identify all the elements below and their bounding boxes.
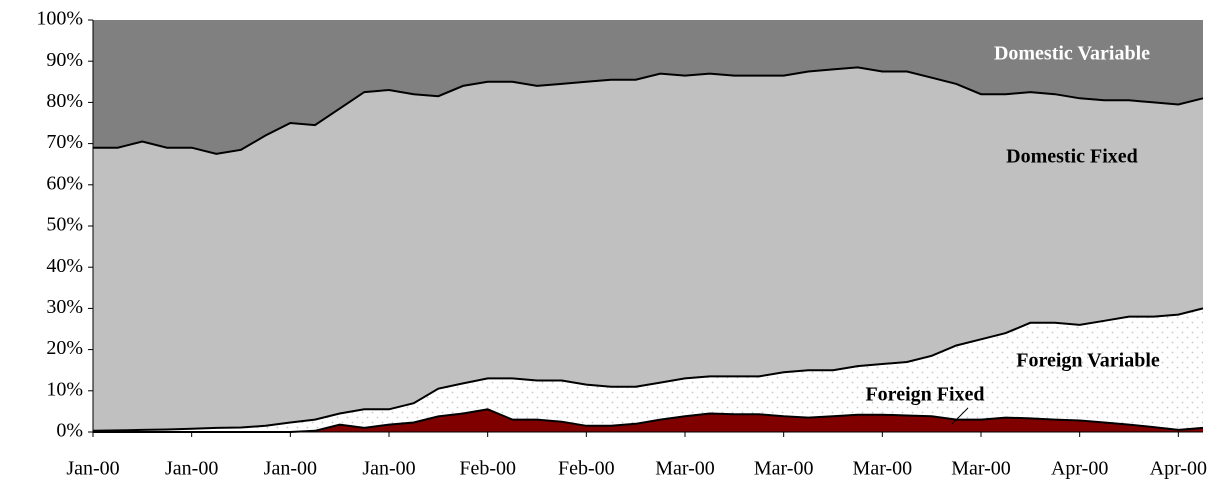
series-label: Domestic Fixed (1006, 146, 1138, 168)
y-tick-label: 90% (46, 49, 83, 71)
x-tick-label: Mar-00 (655, 458, 715, 480)
x-tick-label: Apr-00 (1150, 458, 1207, 480)
leader-line (951, 407, 969, 425)
x-tick-label: Mar-00 (951, 458, 1011, 480)
series-label: Foreign Fixed (865, 384, 984, 406)
y-tick-label: 10% (46, 378, 83, 400)
y-tick-label: 40% (46, 255, 83, 277)
y-tick-label: 30% (46, 296, 83, 318)
y-tick-label: 0% (56, 420, 83, 442)
y-tick-label: 50% (46, 214, 83, 236)
y-tick-label: 60% (46, 172, 83, 194)
x-tick-label: Mar-00 (853, 458, 913, 480)
boundary-line (92, 307, 1204, 432)
x-tick-label: Mar-00 (754, 458, 814, 480)
y-tick-label: 80% (46, 90, 83, 112)
x-tick-label: Feb-00 (558, 458, 615, 480)
area (93, 409, 1203, 432)
x-tick-label: Jan-00 (165, 458, 218, 480)
y-tick-label: 100% (36, 8, 83, 30)
x-tick-label: Feb-00 (459, 458, 516, 480)
x-tick-label: Jan-00 (362, 458, 415, 480)
x-tick-label: Jan-00 (264, 458, 317, 480)
y-tick-label: 70% (46, 131, 83, 153)
series-label: Foreign Variable (1016, 350, 1160, 372)
area (93, 308, 1203, 432)
y-tick-label: 20% (46, 337, 83, 359)
area (93, 20, 1203, 154)
x-tick-label: Jan-00 (66, 458, 119, 480)
area (93, 67, 1203, 431)
boundary-line (93, 66, 1204, 155)
x-tick-label: Apr-00 (1051, 458, 1108, 480)
series-label: Domestic Variable (994, 43, 1150, 65)
